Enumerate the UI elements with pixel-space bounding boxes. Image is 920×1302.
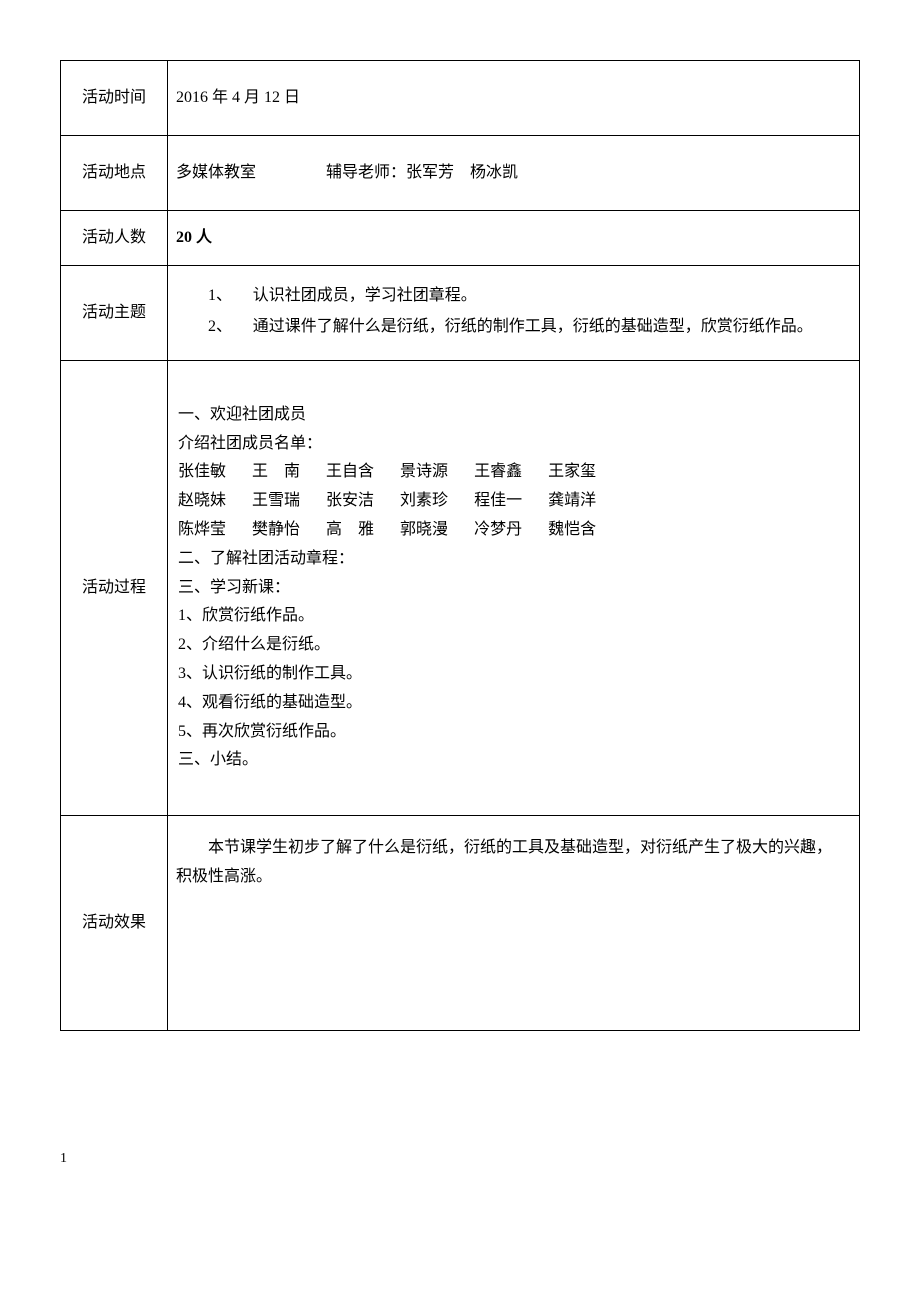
- member-1-2: 王 南: [252, 458, 300, 487]
- member-3-1: 陈烨莹: [178, 516, 226, 545]
- member-1-1: 张佳敏: [178, 458, 226, 487]
- value-topic: 1、认识社团成员，学习社团章程。 2、通过课件了解什么是衍纸，衍纸的制作工具，衍…: [168, 266, 860, 361]
- lesson-item-5: 5、再次欣赏衍纸作品。: [178, 718, 851, 747]
- member-row-3: 陈烨莹 樊静怡 高 雅 郭晓漫 冷梦丹 魏恺含: [178, 516, 851, 545]
- lesson-item-3: 3、认识衍纸的制作工具。: [178, 660, 851, 689]
- row-place: 活动地点 多媒体教室 辅导老师：张军芳 杨冰凯: [61, 136, 860, 211]
- section4-title: 三、小结。: [178, 746, 851, 775]
- member-2-6: 龚靖洋: [548, 487, 596, 516]
- section1-title: 一、欢迎社团成员: [178, 401, 851, 430]
- row-topic: 活动主题 1、认识社团成员，学习社团章程。 2、通过课件了解什么是衍纸，衍纸的制…: [61, 266, 860, 361]
- member-2-5: 程佳一: [474, 487, 522, 516]
- member-1-5: 王睿鑫: [474, 458, 522, 487]
- teacher-names: 张军芳 杨冰凯: [406, 164, 518, 181]
- value-process: 一、欢迎社团成员 介绍社团成员名单： 张佳敏 王 南 王自含 景诗源 王睿鑫 王…: [168, 361, 860, 816]
- value-time: 2016 年 4 月 12 日: [168, 61, 860, 136]
- topic-text-2: 通过课件了解什么是衍纸，衍纸的制作工具，衍纸的基础造型，欣赏衍纸作品。: [253, 318, 813, 335]
- topic-list: 1、认识社团成员，学习社团章程。 2、通过课件了解什么是衍纸，衍纸的制作工具，衍…: [208, 282, 851, 342]
- member-1-3: 王自含: [326, 458, 374, 487]
- member-2-2: 王雪瑞: [252, 487, 300, 516]
- result-text: 本节课学生初步了解了什么是衍纸，衍纸的工具及基础造型，对衍纸产生了极大的兴趣，积…: [176, 828, 851, 892]
- topic-text-1: 认识社团成员，学习社团章程。: [253, 287, 477, 304]
- row-count: 活动人数 20 人: [61, 211, 860, 266]
- intro-line: 介绍社团成员名单：: [178, 430, 851, 459]
- member-2-1: 赵晓妹: [178, 487, 226, 516]
- teacher-label: 辅导老师：: [326, 164, 406, 181]
- page-number: 1: [60, 1151, 860, 1167]
- topic-item-2: 2、通过课件了解什么是衍纸，衍纸的制作工具，衍纸的基础造型，欣赏衍纸作品。: [208, 313, 851, 342]
- count-number: 20 人: [176, 229, 212, 246]
- member-row-2: 赵晓妹 王雪瑞 张安洁 刘素珍 程佳一 龚靖洋: [178, 487, 851, 516]
- topic-num-2: 2、: [208, 313, 253, 342]
- row-result: 活动效果 本节课学生初步了解了什么是衍纸，衍纸的工具及基础造型，对衍纸产生了极大…: [61, 816, 860, 1031]
- row-process: 活动过程 一、欢迎社团成员 介绍社团成员名单： 张佳敏 王 南 王自含 景诗源 …: [61, 361, 860, 816]
- member-1-4: 景诗源: [400, 458, 448, 487]
- lesson-item-4: 4、观看衍纸的基础造型。: [178, 689, 851, 718]
- teacher-info: 辅导老师：张军芳 杨冰凯: [326, 159, 518, 188]
- member-3-5: 冷梦丹: [474, 516, 522, 545]
- value-count: 20 人: [168, 211, 860, 266]
- topic-num-1: 1、: [208, 282, 253, 311]
- value-result: 本节课学生初步了解了什么是衍纸，衍纸的工具及基础造型，对衍纸产生了极大的兴趣，积…: [168, 816, 860, 1031]
- value-place: 多媒体教室 辅导老师：张军芳 杨冰凯: [168, 136, 860, 211]
- label-topic: 活动主题: [61, 266, 168, 361]
- label-place: 活动地点: [61, 136, 168, 211]
- label-result: 活动效果: [61, 816, 168, 1031]
- label-time: 活动时间: [61, 61, 168, 136]
- row-time: 活动时间 2016 年 4 月 12 日: [61, 61, 860, 136]
- member-3-4: 郭晓漫: [400, 516, 448, 545]
- venue: 多媒体教室: [176, 159, 256, 188]
- section3-title: 三、学习新课：: [178, 574, 851, 603]
- activity-record-table: 活动时间 2016 年 4 月 12 日 活动地点 多媒体教室 辅导老师：张军芳…: [60, 60, 860, 1031]
- lesson-item-1: 1、欣赏衍纸作品。: [178, 602, 851, 631]
- section2-title: 二、了解社团活动章程：: [178, 545, 851, 574]
- topic-item-1: 1、认识社团成员，学习社团章程。: [208, 282, 851, 311]
- member-3-2: 樊静怡: [252, 516, 300, 545]
- member-3-3: 高 雅: [326, 516, 374, 545]
- lesson-item-2: 2、介绍什么是衍纸。: [178, 631, 851, 660]
- label-count: 活动人数: [61, 211, 168, 266]
- member-2-4: 刘素珍: [400, 487, 448, 516]
- label-process: 活动过程: [61, 361, 168, 816]
- member-3-6: 魏恺含: [548, 516, 596, 545]
- member-1-6: 王家玺: [548, 458, 596, 487]
- member-row-1: 张佳敏 王 南 王自含 景诗源 王睿鑫 王家玺: [178, 458, 851, 487]
- member-2-3: 张安洁: [326, 487, 374, 516]
